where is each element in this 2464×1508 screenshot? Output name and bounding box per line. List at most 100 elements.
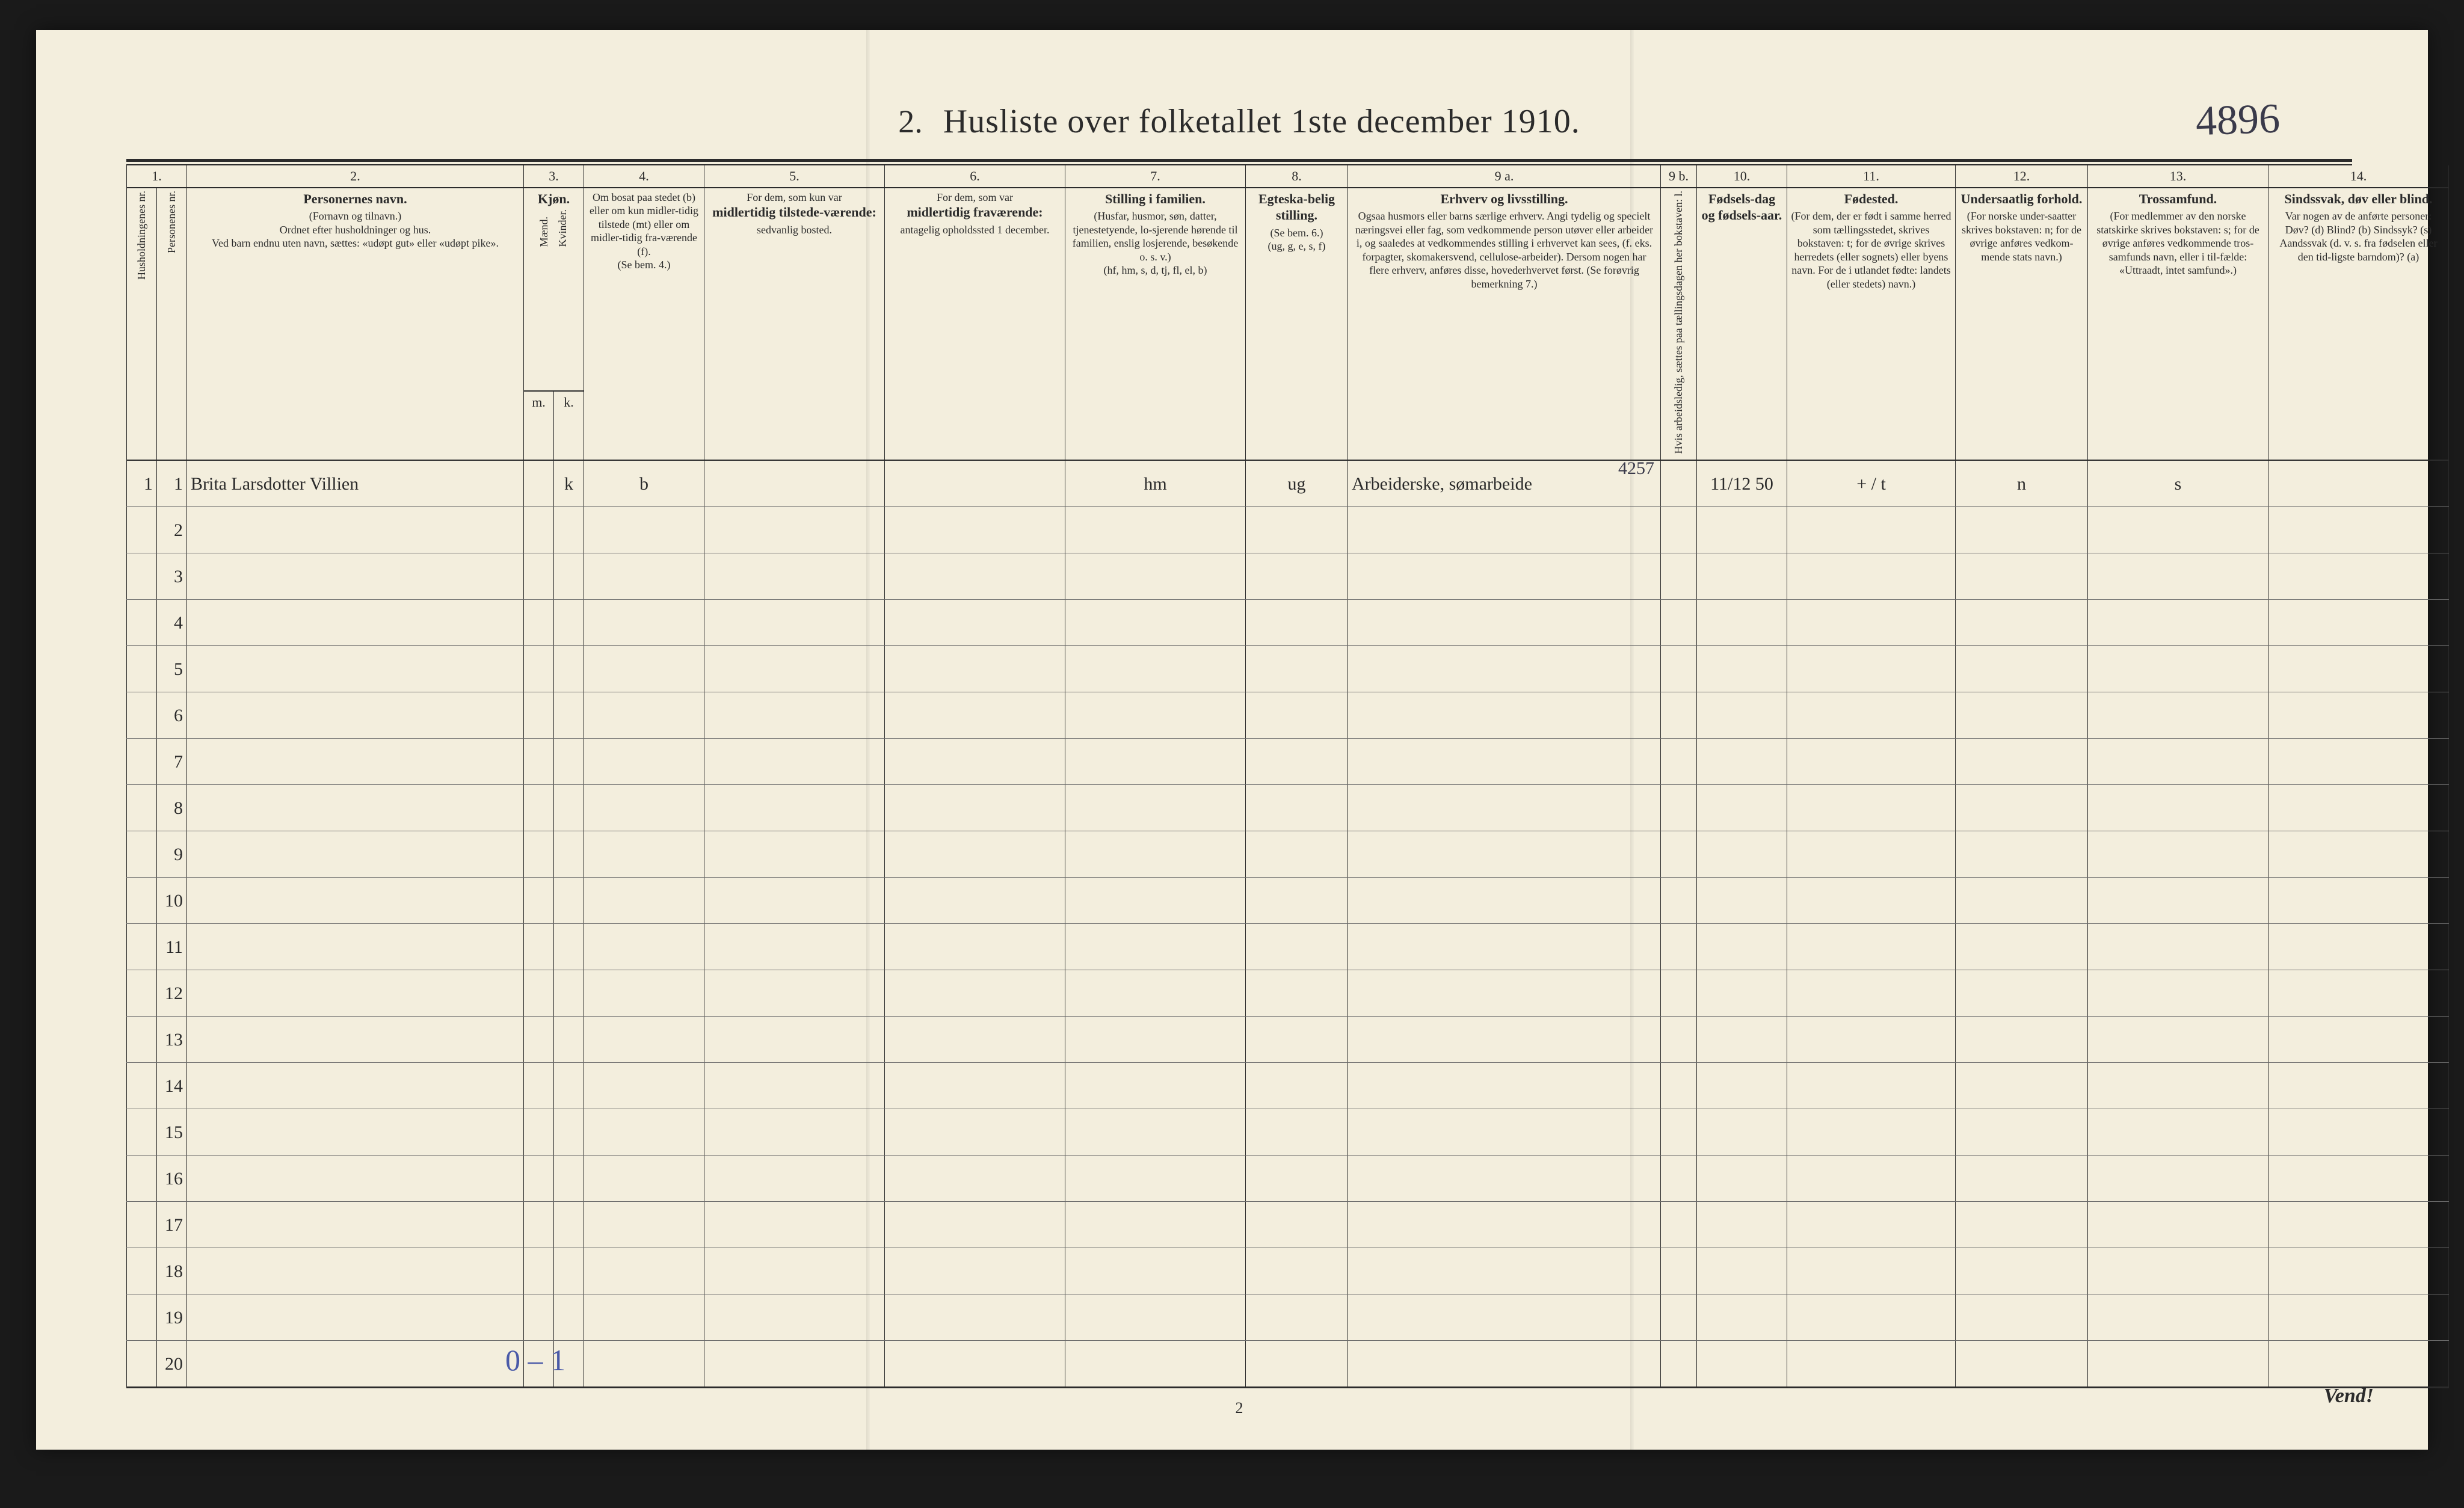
cell-name: [187, 1202, 524, 1248]
col5-text1: For dem, som kun var: [708, 191, 881, 205]
cell-unemployed: [1661, 692, 1697, 739]
cell-disability: [2268, 970, 2449, 1017]
cell-sex-m: [524, 600, 554, 646]
column-header-row: Husholdningenes nr. Personenes nr. Perso…: [127, 188, 2449, 392]
cell-disability: [2268, 1063, 2449, 1109]
colnum-12: 12.: [1956, 165, 2088, 188]
cell-temp-present: [704, 1156, 885, 1202]
cell-birth: [1697, 1202, 1787, 1248]
colnum-14: 14.: [2268, 165, 2449, 188]
cell-name: [187, 739, 524, 785]
cell-temp-present: [704, 507, 885, 553]
cell-sex-m: [524, 924, 554, 970]
cell-sex-k: [554, 1248, 584, 1294]
cell-person-nr: 12: [157, 970, 187, 1017]
cell-occupation: [1348, 924, 1661, 970]
cell-sex-m: [524, 831, 554, 878]
table-row: 11Brita Larsdotter Villienkbhmug4257Arbe…: [127, 460, 2449, 507]
cell-religion: s: [2088, 460, 2268, 507]
cell-temp-absent: [885, 646, 1065, 692]
cell-family-pos: [1065, 553, 1246, 600]
cell-marital: [1246, 1017, 1348, 1063]
cell-nationality: [1956, 692, 2088, 739]
col9b-header: Hvis arbeidsledig, sættes paa tællingsda…: [1661, 188, 1697, 461]
cell-sex-m: [524, 970, 554, 1017]
table-row: 6: [127, 692, 2449, 739]
cell-temp-present: [704, 692, 885, 739]
col9a-sub: Ogsaa husmors eller barns særlige erhver…: [1352, 209, 1657, 291]
cell-family-pos: [1065, 739, 1246, 785]
cell-religion: [2088, 878, 2268, 924]
cell-person-nr: 15: [157, 1109, 187, 1156]
cell-occupation: [1348, 785, 1661, 831]
col3-foot-k: k.: [554, 391, 584, 460]
cell-unemployed: [1661, 785, 1697, 831]
cell-unemployed: [1661, 739, 1697, 785]
cell-nationality: [1956, 831, 2088, 878]
cell-sex-k: [554, 878, 584, 924]
cell-unemployed: [1661, 646, 1697, 692]
cell-name: [187, 785, 524, 831]
cell-religion: [2088, 600, 2268, 646]
cell-nationality: [1956, 1341, 2088, 1388]
cell-household-nr: 1: [127, 460, 157, 507]
cell-marital: [1246, 646, 1348, 692]
cell-unemployed: [1661, 1109, 1697, 1156]
cell-occupation: 4257Arbeiderske, sømarbeide: [1348, 460, 1661, 507]
cell-occupation: [1348, 1341, 1661, 1388]
cell-temp-present: [704, 831, 885, 878]
col4-text2: (Se bem. 4.): [588, 258, 700, 272]
cell-family-pos: [1065, 970, 1246, 1017]
cell-occupation: [1348, 646, 1661, 692]
cell-name: [187, 924, 524, 970]
cell-disability: [2268, 1109, 2449, 1156]
cell-name: [187, 970, 524, 1017]
col12-title: Undersaatlig forhold.: [1959, 191, 2084, 208]
cell-marital: [1246, 831, 1348, 878]
cell-household-nr: [127, 1248, 157, 1294]
cell-occupation-text: Arbeiderske, sømarbeide: [1352, 474, 1532, 494]
cell-residence: [584, 600, 704, 646]
col2-sub2: Ordnet efter husholdninger og hus.: [191, 223, 520, 237]
cell-residence: b: [584, 460, 704, 507]
cell-marital: [1246, 1248, 1348, 1294]
colnum-9a: 9 a.: [1348, 165, 1661, 188]
table-row: 11: [127, 924, 2449, 970]
cell-birthplace: [1787, 1202, 1956, 1248]
col13-title: Trossamfund.: [2092, 191, 2264, 208]
col6-text3: antagelig opholdssted 1 december.: [889, 223, 1061, 237]
cell-person-nr: 4: [157, 600, 187, 646]
cell-temp-present: [704, 970, 885, 1017]
col9a-header: Erhverv og livsstilling. Ogsaa husmors e…: [1348, 188, 1661, 461]
cell-temp-absent: [885, 1202, 1065, 1248]
col3-foot-m: m.: [524, 391, 554, 460]
colnum-9b: 9 b.: [1661, 165, 1697, 188]
cell-temp-absent: [885, 507, 1065, 553]
cell-temp-present: [704, 1294, 885, 1341]
cell-unemployed: [1661, 1156, 1697, 1202]
cell-residence: [584, 1294, 704, 1341]
cell-birthplace: [1787, 646, 1956, 692]
cell-name: [187, 1017, 524, 1063]
cell-family-pos: [1065, 1341, 1246, 1388]
cell-family-pos: [1065, 1202, 1246, 1248]
cell-person-nr: 1: [157, 460, 187, 507]
cell-sex-m: [524, 1063, 554, 1109]
cell-temp-absent: [885, 460, 1065, 507]
cell-marital: [1246, 1341, 1348, 1388]
cell-sex-k: [554, 739, 584, 785]
cell-household-nr: [127, 1294, 157, 1341]
top-rule: [126, 159, 2352, 165]
cell-marital: [1246, 1156, 1348, 1202]
title-number: 2.: [898, 103, 923, 140]
cell-disability: [2268, 878, 2449, 924]
cell-birthplace: [1787, 1156, 1956, 1202]
cell-name: [187, 692, 524, 739]
cell-occupation: [1348, 739, 1661, 785]
cell-disability: [2268, 646, 2449, 692]
cell-nationality: [1956, 1156, 2088, 1202]
cell-household-nr: [127, 924, 157, 970]
cell-person-nr: 9: [157, 831, 187, 878]
cell-household-nr: [127, 1017, 157, 1063]
cell-marital: [1246, 507, 1348, 553]
